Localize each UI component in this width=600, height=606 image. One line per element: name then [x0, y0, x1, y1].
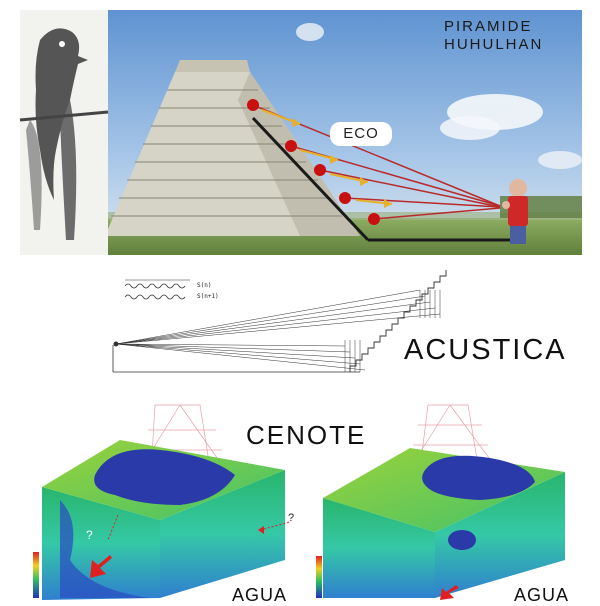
cenote-model-left	[33, 404, 291, 600]
echo-dot	[314, 164, 326, 176]
cenote-model-right	[316, 404, 565, 600]
echo-rays	[247, 99, 501, 225]
acustica-label: ACUSTICA	[404, 334, 567, 366]
cenote-water	[94, 449, 235, 505]
question-mark-right: ?	[288, 512, 295, 524]
cenote-label: CENOTE	[246, 420, 367, 450]
signal-label-n1: S(n+1)	[197, 293, 219, 300]
acoustic-diagram	[112, 270, 447, 373]
echo-dot	[368, 213, 380, 225]
pyramid-echo-photo	[19, 10, 582, 255]
quetzal-bird-drawing	[19, 10, 109, 255]
pyramid-title: PIRAMIDE HUHULHAN	[444, 18, 543, 54]
echo-dot	[247, 99, 259, 111]
color-scale	[316, 556, 322, 598]
signal-wave	[124, 283, 186, 289]
title-line-1: PIRAMIDE	[444, 18, 533, 35]
signal-wave	[124, 294, 186, 300]
color-scale	[33, 552, 39, 598]
agua-label-left: AGUA	[232, 585, 288, 605]
clapping-person	[502, 179, 528, 244]
echo-dot	[339, 192, 351, 204]
eco-label: ECO	[330, 122, 392, 146]
question-mark-left: ?	[86, 528, 93, 542]
red-arrow	[440, 585, 459, 600]
echo-dot	[285, 140, 297, 152]
title-line-2: HUHULHAN	[444, 36, 544, 53]
cenote-water	[422, 455, 535, 500]
red-arrow	[90, 555, 112, 578]
signal-label-n: S(n)	[197, 282, 212, 289]
pyramid-staircase	[349, 270, 447, 372]
agua-label-right: AGUA	[514, 585, 570, 605]
